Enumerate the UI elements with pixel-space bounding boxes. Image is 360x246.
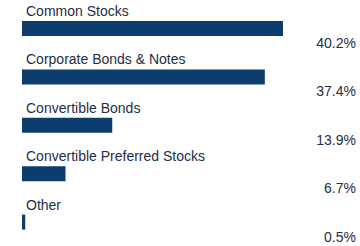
svg-text:37.4%: 37.4% [316,83,352,99]
svg-text:Convertible Preferred Stocks: Convertible Preferred Stocks [26,148,205,164]
svg-text:13.9%: 13.9% [316,132,352,148]
svg-text:Other: Other [26,197,61,213]
svg-text:6.7%: 6.7% [324,180,352,196]
svg-text:Common Stocks: Common Stocks [26,3,129,19]
svg-text:0.5%: 0.5% [324,229,352,245]
svg-text:Corporate Bonds & Notes: Corporate Bonds & Notes [26,51,186,67]
svg-text:40.2%: 40.2% [316,35,352,51]
svg-text:Convertible Bonds: Convertible Bonds [26,100,140,116]
